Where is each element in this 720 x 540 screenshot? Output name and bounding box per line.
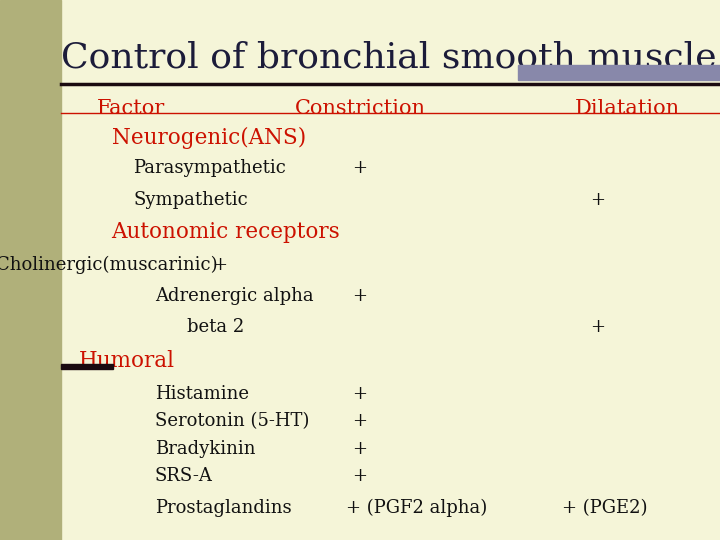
Bar bbox=[0, 0, 61, 540]
Text: Factor: Factor bbox=[97, 99, 166, 118]
Text: Adrenergic alpha: Adrenergic alpha bbox=[155, 287, 313, 305]
Text: SRS-A: SRS-A bbox=[155, 467, 212, 485]
Text: +: + bbox=[353, 412, 367, 430]
Text: Autonomic receptors: Autonomic receptors bbox=[112, 221, 341, 243]
Text: Serotonin (5-HT): Serotonin (5-HT) bbox=[155, 412, 309, 430]
Text: + (PGF2 alpha): + (PGF2 alpha) bbox=[346, 498, 487, 517]
Text: Sympathetic: Sympathetic bbox=[133, 191, 248, 209]
Text: Prostaglandins: Prostaglandins bbox=[155, 498, 292, 517]
Text: Parasympathetic: Parasympathetic bbox=[133, 159, 286, 178]
Text: Control of bronchial smooth muscle: Control of bronchial smooth muscle bbox=[61, 40, 716, 75]
Bar bbox=[518, 65, 720, 80]
Text: +: + bbox=[212, 255, 228, 274]
Text: Constriction: Constriction bbox=[294, 99, 426, 118]
Text: +: + bbox=[590, 191, 606, 209]
Text: Dilatation: Dilatation bbox=[575, 99, 680, 118]
Text: +: + bbox=[353, 384, 367, 403]
Text: + (PGE2): + (PGE2) bbox=[562, 498, 647, 517]
Text: beta 2: beta 2 bbox=[187, 318, 245, 336]
Bar bbox=[61, 364, 113, 369]
Text: +: + bbox=[353, 467, 367, 485]
Text: +: + bbox=[353, 159, 367, 178]
Text: +: + bbox=[353, 287, 367, 305]
Text: Cholinergic(muscarinic): Cholinergic(muscarinic) bbox=[0, 255, 218, 274]
Text: Neurogenic(ANS): Neurogenic(ANS) bbox=[112, 127, 306, 148]
Text: +: + bbox=[590, 318, 606, 336]
Text: +: + bbox=[353, 440, 367, 458]
Text: Bradykinin: Bradykinin bbox=[155, 440, 256, 458]
Text: Histamine: Histamine bbox=[155, 384, 249, 403]
Text: Humoral: Humoral bbox=[79, 350, 175, 372]
